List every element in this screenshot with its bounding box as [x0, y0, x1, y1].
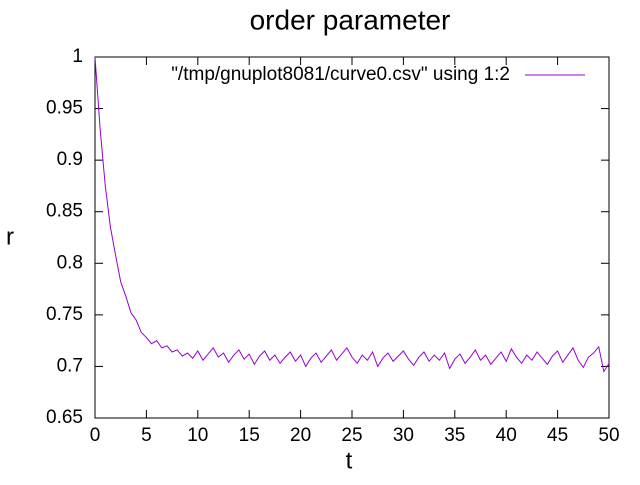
plot-frame — [94, 56, 610, 419]
x-tick-label: 40 — [496, 425, 517, 446]
x-tick-label: 35 — [444, 425, 465, 446]
x-tick-label: 20 — [290, 425, 311, 446]
x-tick-label: 10 — [187, 425, 208, 446]
y-axis-label: r — [6, 223, 14, 250]
x-tick-label: 45 — [547, 425, 568, 446]
y-tick-label: 0.65 — [46, 407, 83, 428]
y-tick-label: 0.95 — [46, 98, 83, 119]
y-tick-label: 0.7 — [57, 355, 83, 376]
x-tick-label: 25 — [341, 425, 362, 446]
legend-label: "/tmp/gnuplot8081/curve0.csv" using 1:2 — [171, 64, 510, 85]
y-tick-label: 1 — [72, 46, 83, 67]
x-tick-label: 5 — [141, 425, 152, 446]
y-tick-label: 0.9 — [57, 149, 83, 170]
data-line — [94, 56, 610, 373]
x-tick-label: 15 — [239, 425, 260, 446]
y-tick-label: 0.75 — [46, 304, 83, 325]
y-tick-label: 0.8 — [57, 252, 83, 273]
chart-title: order parameter — [250, 4, 451, 35]
x-tick-label: 0 — [90, 425, 101, 446]
x-tick-label: 30 — [393, 425, 414, 446]
x-tick-label: 50 — [598, 425, 619, 446]
y-tick-label: 0.85 — [46, 201, 83, 222]
x-axis-label: t — [346, 447, 353, 474]
